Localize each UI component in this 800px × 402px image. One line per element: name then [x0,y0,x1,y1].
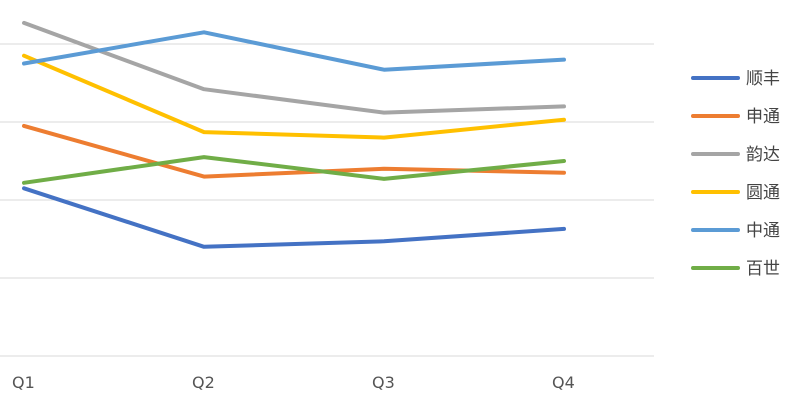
x-axis-ticks: Q1 Q2 Q3 Q4 [12,373,575,392]
legend-label: 申通 [746,107,780,127]
x-tick-label: Q1 [12,373,35,392]
legend-item: 申通 [691,107,780,127]
x-tick-label: Q4 [552,373,575,392]
series-line [22,155,566,185]
series-line [22,30,566,72]
legend-item: 圆通 [691,183,780,203]
legend-label: 顺丰 [746,69,780,89]
series-line [22,186,566,249]
x-tick-label: Q3 [372,373,395,392]
gridlines [0,43,654,357]
series-line [22,20,566,115]
legend-label: 百世 [746,259,780,279]
legend-item: 百世 [691,259,780,279]
legend-label: 圆通 [746,183,780,203]
legend-item: 韵达 [691,145,780,165]
x-tick-label: Q2 [192,373,215,392]
legend-label: 中通 [746,221,780,241]
legend-item: 顺丰 [691,69,780,89]
legend-label: 韵达 [746,145,780,165]
series-lines [22,20,566,249]
series-line [22,53,566,140]
legend-item: 中通 [691,221,780,241]
